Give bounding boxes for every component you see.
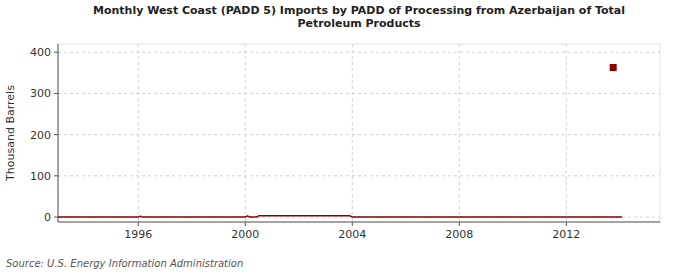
grid-line-y	[58, 93, 660, 94]
x-tick-label: 2004	[338, 228, 366, 241]
y-axis-label: Thousand Barrels	[4, 85, 17, 182]
grid-line-x	[138, 44, 139, 222]
y-tick-label: 200	[30, 129, 51, 142]
y-tick-label: 300	[30, 87, 51, 100]
y-tick-label: 100	[30, 170, 51, 183]
grid-line-x	[245, 44, 246, 222]
y-tick	[54, 93, 58, 94]
x-axis-line	[58, 222, 660, 223]
grid-line-x	[352, 44, 353, 222]
y-tick	[54, 134, 58, 135]
line	[58, 216, 622, 217]
source-note: Source: U.S. Energy Information Administ…	[6, 258, 243, 269]
x-tick	[566, 222, 567, 226]
chart: Monthly West Coast (PADD 5) Imports by P…	[0, 0, 675, 275]
x-tick-label: 2008	[445, 228, 473, 241]
x-tick-label: 2012	[552, 228, 580, 241]
point	[610, 64, 617, 71]
y-axis-line	[58, 44, 59, 222]
grid-line-y	[58, 175, 660, 176]
grid-line-x	[566, 44, 567, 222]
grid-line-x	[459, 44, 460, 222]
plot-area	[58, 44, 660, 222]
y-tick	[54, 52, 58, 53]
x-tick	[459, 222, 460, 226]
title: Monthly West Coast (PADD 5) Imports by P…	[93, 4, 625, 30]
x-tick-label: 2000	[231, 228, 259, 241]
grid-line-y	[58, 217, 660, 218]
x-tick	[138, 222, 139, 226]
y-tick-label: 400	[30, 46, 51, 59]
grid-line-y	[58, 52, 660, 53]
x-tick	[245, 222, 246, 226]
y-tick-label: 0	[44, 211, 51, 224]
marks	[58, 64, 622, 217]
y-tick	[54, 217, 58, 218]
grid-line-y	[58, 134, 660, 135]
title-line: Monthly West Coast (PADD 5) Imports by P…	[93, 4, 625, 17]
y-tick	[54, 175, 58, 176]
x-tick-label: 1996	[124, 228, 152, 241]
grid	[58, 44, 660, 222]
title-line: Petroleum Products	[297, 17, 421, 30]
x-tick	[352, 222, 353, 226]
